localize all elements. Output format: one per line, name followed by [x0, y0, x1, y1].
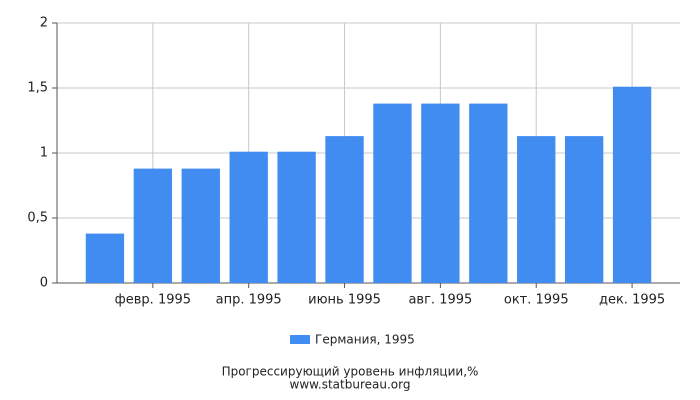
bar — [469, 103, 508, 283]
y-tick-label: 1,5 — [27, 81, 48, 96]
bar — [229, 151, 268, 283]
bar — [133, 168, 173, 283]
legend-label: Германия, 1995 — [315, 333, 415, 347]
bar — [373, 103, 412, 283]
y-tick-label: 0 — [40, 276, 48, 291]
legend-swatch — [290, 335, 310, 344]
bar — [612, 86, 652, 283]
x-tick-label: апр. 1995 — [216, 293, 282, 308]
x-tick-label: авг. 1995 — [408, 293, 472, 308]
bar — [517, 136, 556, 283]
bar — [564, 136, 604, 283]
bar — [325, 136, 364, 283]
x-tick-label: окт. 1995 — [504, 293, 569, 308]
source: www.statbureau.org — [290, 378, 411, 392]
x-tick-label: июнь 1995 — [308, 293, 381, 308]
x-tick-label: февр. 1995 — [115, 293, 191, 308]
bar — [181, 168, 220, 283]
y-tick-label: 1 — [40, 146, 48, 161]
bar — [85, 233, 125, 283]
bar — [277, 151, 316, 283]
chart-title: Прогрессирующий уровень инфляции,% — [222, 365, 479, 379]
y-tick-label: 2 — [40, 16, 48, 31]
y-tick-label: 0,5 — [27, 211, 48, 226]
bar — [421, 103, 460, 283]
x-tick-label: дек. 1995 — [599, 293, 665, 308]
